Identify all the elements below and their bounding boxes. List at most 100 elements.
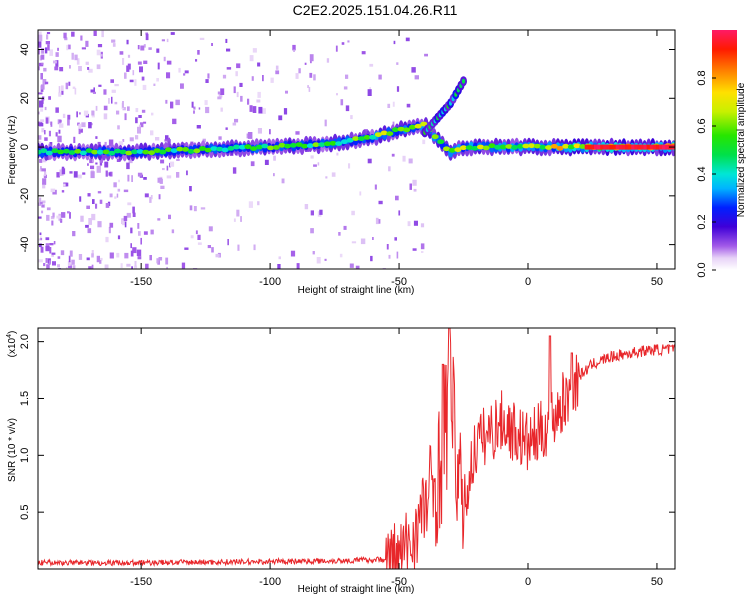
heatmap-noise-cell — [57, 47, 59, 51]
heatmap-noise-cell — [46, 264, 50, 269]
heatmap-noise-cell — [193, 106, 196, 110]
heatmap-noise-cell — [281, 178, 285, 184]
heatmap-noise-cell — [175, 99, 180, 106]
heatmap-noise-cell — [104, 264, 109, 269]
heatmap-noise-cell — [211, 43, 213, 46]
heatmap-noise-cell — [42, 178, 47, 185]
heatmap-noise-cell — [145, 32, 148, 35]
heatmap-noise-cell — [85, 61, 89, 65]
heatmap-noise-cell — [278, 115, 283, 121]
heatmap-noise-cell — [156, 258, 159, 264]
heatmap-noise-cell — [195, 230, 198, 235]
heatmap-noise-cell — [160, 159, 165, 164]
heatmap-noise-cell — [38, 202, 42, 206]
heatmap-noise-cell — [59, 169, 62, 176]
y-tick-label: 1.0 — [19, 448, 31, 463]
heatmap-ridge-core — [465, 145, 473, 151]
heatmap-noise-cell — [335, 45, 338, 52]
heatmap-noise-cell — [233, 86, 236, 94]
heatmap-noise-cell — [58, 86, 61, 93]
heatmap-noise-cell — [56, 172, 60, 178]
heatmap-noise-cell — [119, 51, 124, 55]
heatmap-noise-cell — [71, 259, 75, 265]
chart-title: C2E2.2025.151.04.26.R11 — [293, 2, 458, 18]
heatmap-noise-cell — [128, 159, 133, 164]
heatmap-noise-cell — [87, 67, 90, 70]
heatmap-noise-cell — [137, 172, 143, 177]
heatmap-noise-cell — [72, 231, 76, 237]
heatmap-ridge-core — [244, 144, 252, 150]
heatmap-ridge-core — [511, 145, 519, 150]
colorbar-tick-label: 0.0 — [696, 262, 708, 277]
heatmap-noise-cell — [45, 47, 48, 54]
heatmap-noise-cell — [77, 174, 82, 179]
heatmap-noise-cell — [132, 206, 135, 214]
heatmap-noise-cell — [117, 235, 121, 240]
heatmap-noise-cell — [143, 60, 148, 64]
heatmap-ridge-core — [312, 142, 320, 148]
heatmap-ridge-core — [96, 149, 104, 155]
heatmap-noise-cell — [319, 209, 323, 215]
heatmap-noise-cell — [134, 261, 137, 267]
bottom-y-axis-title: SNR (10 * v/v) — [7, 418, 18, 482]
heatmap-noise-cell — [409, 183, 412, 190]
heatmap-noise-cell — [38, 45, 40, 48]
heatmap-noise-cell — [95, 105, 98, 111]
heatmap-noise-cell — [43, 174, 47, 178]
heatmap-ridge-core — [488, 143, 496, 149]
heatmap-noise-cell — [92, 158, 94, 163]
heatmap-noise-cell — [396, 251, 399, 259]
heatmap-noise-cell — [166, 175, 172, 179]
heatmap-noise-cell — [69, 250, 73, 257]
heatmap-noise-cell — [134, 79, 137, 86]
heatmap-noise-cell — [109, 222, 114, 228]
heatmap-noise-cell — [364, 129, 368, 133]
heatmap-noise-cell — [140, 122, 144, 128]
heatmap-peak-cell — [600, 144, 605, 150]
heatmap-noise-cell — [52, 189, 57, 195]
heatmap-noise-cell — [67, 44, 71, 50]
colorbar-ticks: 0.0 0.2 0.4 0.6 0.8 — [696, 70, 716, 278]
heatmap-noise-cell — [406, 103, 411, 108]
heatmap-noise-cell — [116, 158, 121, 162]
heatmap-noise-cell — [79, 196, 82, 202]
y-tick-label: 20 — [19, 92, 31, 104]
heatmap-peak-cell — [631, 144, 636, 150]
heatmap-noise-cell — [109, 171, 113, 177]
heatmap-noise-cell — [310, 228, 314, 234]
y-multiplier-close: ) — [7, 331, 18, 334]
heatmap-noise-cell — [92, 199, 95, 204]
heatmap-noise-cell — [116, 252, 120, 258]
heatmap-noise-cell — [86, 205, 90, 209]
heatmap-noise-cell — [97, 44, 103, 48]
heatmap-noise-cell — [122, 58, 125, 65]
x-tick-label: 0 — [525, 276, 531, 288]
heatmap-peak-cell — [621, 144, 626, 150]
heatmap-noise-cell — [149, 255, 152, 261]
heatmap-noise-cell — [110, 79, 114, 83]
heatmap-peak-cell — [634, 144, 639, 150]
heatmap-noise-cell — [41, 48, 45, 54]
heatmap-noise-cell — [336, 152, 339, 156]
heatmap-noise-cell — [53, 60, 57, 64]
heatmap-ridge-core — [289, 142, 297, 148]
heatmap-noise-cell — [257, 91, 261, 98]
heatmap-noise-cell — [131, 175, 133, 182]
heatmap-noise-cell — [63, 183, 66, 187]
heatmap-ridge-core — [346, 137, 354, 143]
heatmap-noise-cell — [41, 54, 45, 60]
heatmap-noise-cell — [48, 96, 51, 100]
heatmap-noise-cell — [293, 49, 295, 52]
heatmap-noise-cell — [39, 100, 44, 108]
heatmap-ridge-core — [573, 143, 581, 149]
heatmap-noise-cell — [317, 162, 320, 166]
heatmap-noise-cell — [80, 128, 83, 133]
heatmap-noise-cell — [227, 239, 229, 246]
heatmap-noise-cell — [44, 130, 46, 135]
heatmap-noise-cell — [424, 53, 428, 57]
heatmap-noise-cell — [98, 84, 102, 87]
heatmap-noise-cell — [114, 84, 119, 87]
heatmap-ridge-core — [238, 144, 246, 150]
heatmap-noise-cell — [67, 261, 71, 269]
